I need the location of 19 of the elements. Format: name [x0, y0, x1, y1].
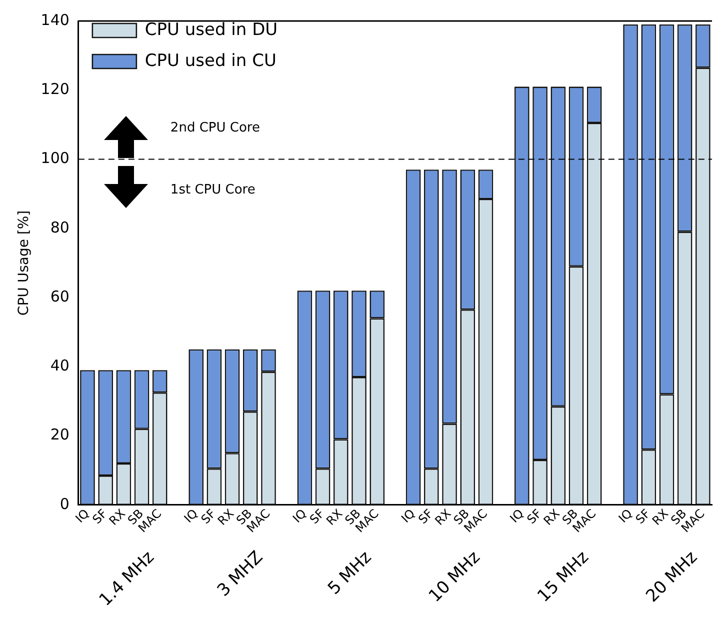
x-tick-label: IQ — [398, 506, 418, 526]
x-tick-label: IQ — [290, 506, 310, 526]
legend-label: CPU used in CU — [144, 50, 276, 71]
y-tick-label: 0 — [60, 494, 70, 513]
annotation: 1st CPU Core — [170, 182, 256, 198]
y-tick-label: 40 — [50, 356, 70, 375]
annotation: 2nd CPU Core — [170, 120, 260, 136]
x-tick-label: IQ — [616, 506, 635, 526]
y-tick-label: 80 — [50, 218, 70, 236]
legend-label: CPU used in DU — [144, 20, 278, 40]
x-tick-label: IQ — [507, 506, 526, 526]
y-tick-label: 60 — [50, 287, 70, 306]
y-tick-label: 20 — [50, 426, 70, 444]
y-tick-label: 140 — [40, 10, 70, 29]
y-axis-title: CPU Usage [%] — [16, 210, 32, 316]
y-tick-label: 120 — [40, 80, 70, 98]
y-tick-label: 100 — [40, 149, 70, 168]
x-tick-label: IQ — [72, 506, 92, 526]
x-tick-label: IQ — [181, 506, 200, 526]
